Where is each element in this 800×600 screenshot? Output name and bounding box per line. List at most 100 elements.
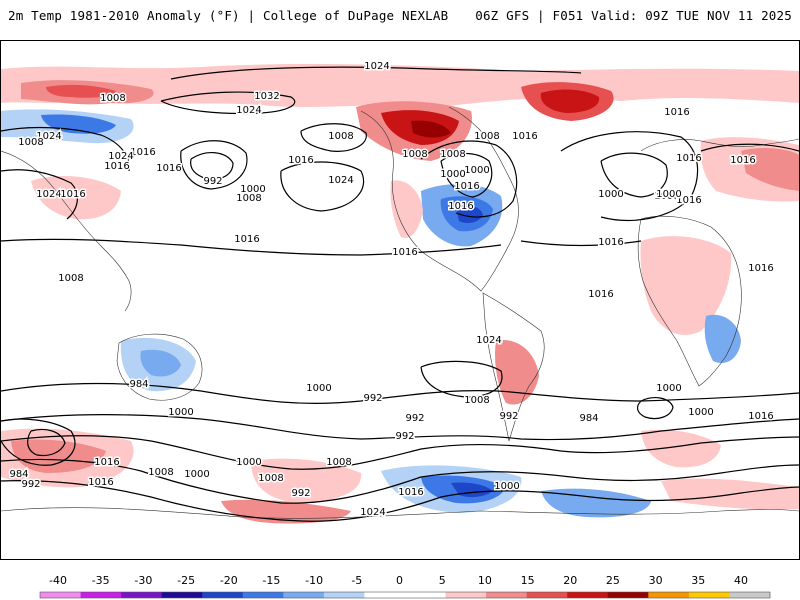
colorbar-tick-label: 20 (563, 574, 577, 587)
isobar-label: 1016 (104, 161, 129, 172)
isobar-line (1, 458, 799, 504)
isobar-label: 992 (499, 411, 518, 422)
isobar-label: 992 (405, 413, 424, 424)
colorbar-segment (364, 592, 406, 598)
isobar-label: 992 (363, 393, 382, 404)
colorbar-segment (161, 592, 203, 598)
isobars (1, 66, 799, 522)
colorbar-segment (80, 592, 122, 598)
africa-coast (637, 215, 742, 387)
isobar-line (160, 91, 296, 115)
south-america-coast (482, 292, 545, 442)
isobar-label: 1008 (464, 395, 489, 406)
isobar-label: 1008 (474, 131, 499, 142)
isobar-line (1, 414, 799, 441)
colorbar-tick-label: 25 (606, 574, 620, 587)
colorbar-segment (526, 592, 568, 598)
africa-cold (704, 314, 741, 363)
isobar-line (560, 131, 699, 221)
isobar-line (520, 240, 642, 247)
isobar-line (440, 152, 493, 198)
isobar-label: 1000 (656, 189, 681, 200)
isobar-label: 984 (9, 469, 28, 480)
isobar-label: 1016 (398, 487, 423, 498)
isobar-label: 1008 (328, 131, 353, 142)
isobar-line (300, 123, 367, 152)
siberia-hot (46, 84, 116, 98)
isobar-line (1, 382, 799, 404)
colorbar-tick-label: -5 (351, 574, 362, 587)
isobar-label: 992 (291, 488, 310, 499)
isobar-label: 1008 (100, 93, 125, 104)
colorbar-outline (39, 591, 771, 599)
colorbar-segment (607, 592, 649, 598)
isobar-label: 984 (129, 379, 148, 390)
colorbar-segment (202, 592, 244, 598)
isobar-label: 1008 (440, 149, 465, 160)
isobar-label: 1008 (402, 149, 427, 160)
isobar-label: 1024 (108, 151, 133, 162)
isobar-label: 1016 (748, 411, 773, 422)
asia-cold-core (41, 114, 116, 134)
isobar-label: 1016 (676, 153, 701, 164)
coastlines (1, 106, 799, 519)
africa-warm (640, 236, 732, 335)
colorbar-tick-label: 5 (439, 574, 446, 587)
isobar-label: 1008 (18, 137, 43, 148)
colorbar-graphic: -40 -35 -30 -25 -20 -15 -10 -5 0 5 10 15 20 25 30 35 40 (39, 574, 771, 599)
isobar-label: 1016 (288, 155, 313, 166)
isobar-line (420, 140, 518, 218)
colorbar-segment (729, 592, 771, 598)
isobar-label: 1032 (254, 91, 279, 102)
isobar-label: 1016 (130, 147, 155, 158)
isobar-label: 1000 (656, 383, 681, 394)
colorbar-tick-label: -35 (92, 574, 110, 587)
isobar-label: 1008 (148, 467, 173, 478)
isobar-line (1, 126, 130, 172)
china-warm (31, 176, 121, 220)
us-cold-deep (456, 205, 483, 223)
isobar-line (1, 480, 799, 522)
isobar-label: 1000 (464, 165, 489, 176)
isobar-label: 1024 (364, 61, 389, 72)
isobar-line (600, 152, 668, 198)
antarctic-warm-east (641, 429, 721, 468)
isobar-line (190, 152, 234, 180)
isobar-label: 1008 (326, 457, 351, 468)
isobar-label: 1008 (654, 191, 679, 202)
far-east-warm-south (661, 478, 799, 510)
western-us-warm (390, 180, 423, 238)
isobar-label: 984 (579, 413, 598, 424)
colorbar-tick-label: -15 (262, 574, 280, 587)
isobar-line (420, 360, 503, 398)
isobar-label: 1000 (236, 457, 261, 468)
isobar-line (1, 238, 502, 256)
map-panel[interactable]: 1024 1008 1032 1024 1024 1008 1024 1008 1016 1016… (0, 40, 800, 560)
map-title: 2m Temp 1981-2010 Anomaly (°F) | College… (8, 8, 449, 23)
colorbar-tick-label: 40 (734, 574, 748, 587)
colorbar-tick-label: -30 (134, 574, 152, 587)
isobar-line (636, 397, 674, 420)
colorbar-segment (40, 592, 82, 598)
isobar-label: 992 (185, 469, 204, 480)
colorbar-segment (283, 592, 325, 598)
isobar-line (700, 143, 799, 152)
colorbar-tick-label: 30 (649, 574, 663, 587)
south-pacific-warm (251, 458, 362, 503)
isobar-label: 992 (203, 176, 222, 187)
isobar-label: 1016 (730, 155, 755, 166)
isobar-label: 1000 (598, 189, 623, 200)
colorbar-tick-label: 0 (396, 574, 403, 587)
colorbar-segment (688, 592, 730, 598)
isobar-label: 1016 (676, 195, 701, 206)
isobar-label: 1024 (236, 105, 261, 116)
colorbar-segment (242, 592, 284, 598)
isobar-label: 1000 (184, 469, 209, 480)
colorbar-segment (445, 592, 487, 598)
asia-coast (1, 150, 132, 312)
isobar-label: 1016 (448, 201, 473, 212)
isobar-label: 1000 (440, 169, 465, 180)
isobar-line (27, 428, 66, 457)
